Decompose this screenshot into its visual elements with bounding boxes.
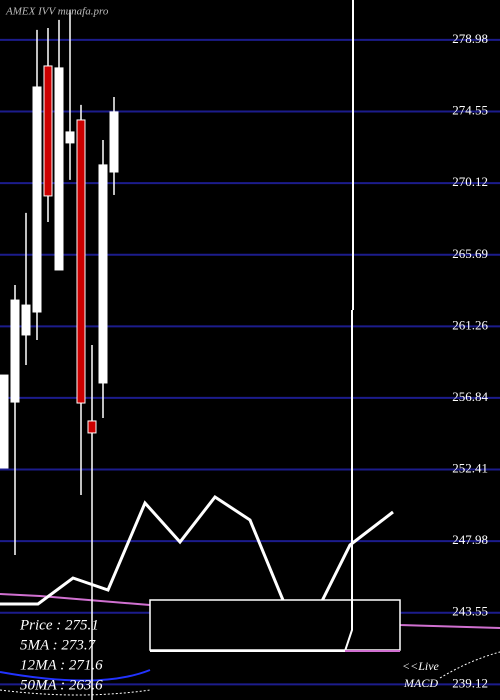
stat-50ma: 50MA : 263.6	[20, 677, 103, 693]
y-tick-label: 270.12	[452, 174, 488, 189]
candle-body	[0, 374, 9, 469]
live-label: <<Live	[402, 659, 440, 673]
y-tick-label: 274.55	[452, 103, 488, 118]
macd-line	[150, 310, 353, 652]
y-tick-label: 256.84	[452, 389, 488, 404]
candle-body	[65, 131, 75, 144]
blue-line	[0, 669, 151, 682]
candle-body	[10, 299, 20, 403]
candle-body	[43, 65, 53, 197]
stat-price: Price : 275.1	[19, 617, 99, 633]
dotted-line	[0, 651, 500, 696]
y-tick-label: 278.98	[452, 31, 488, 46]
candles	[0, 9, 119, 700]
candle-body	[87, 420, 97, 434]
macd-box	[149, 599, 401, 651]
candle-body	[32, 86, 42, 313]
chart-title: AMEX IVV munafa.pro	[5, 6, 109, 18]
macd-label: MACD	[403, 676, 438, 690]
y-tick-label: 261.26	[452, 317, 488, 332]
stat-12ma: 12MA : 271.6	[20, 657, 103, 673]
candle-body	[98, 164, 108, 384]
candle-body	[21, 304, 31, 336]
y-tick-label: 239.12	[452, 675, 488, 690]
y-tick-label: 265.69	[452, 246, 488, 261]
volume-line	[0, 494, 394, 607]
candle-body	[76, 119, 86, 404]
stat-5ma: 5MA : 273.7	[20, 637, 97, 653]
y-tick-label: 243.55	[452, 604, 488, 619]
candle-body	[109, 111, 119, 173]
y-tick-label: 247.98	[452, 532, 488, 547]
candle-body	[54, 67, 64, 271]
y-tick-label: 252.41	[452, 460, 488, 475]
